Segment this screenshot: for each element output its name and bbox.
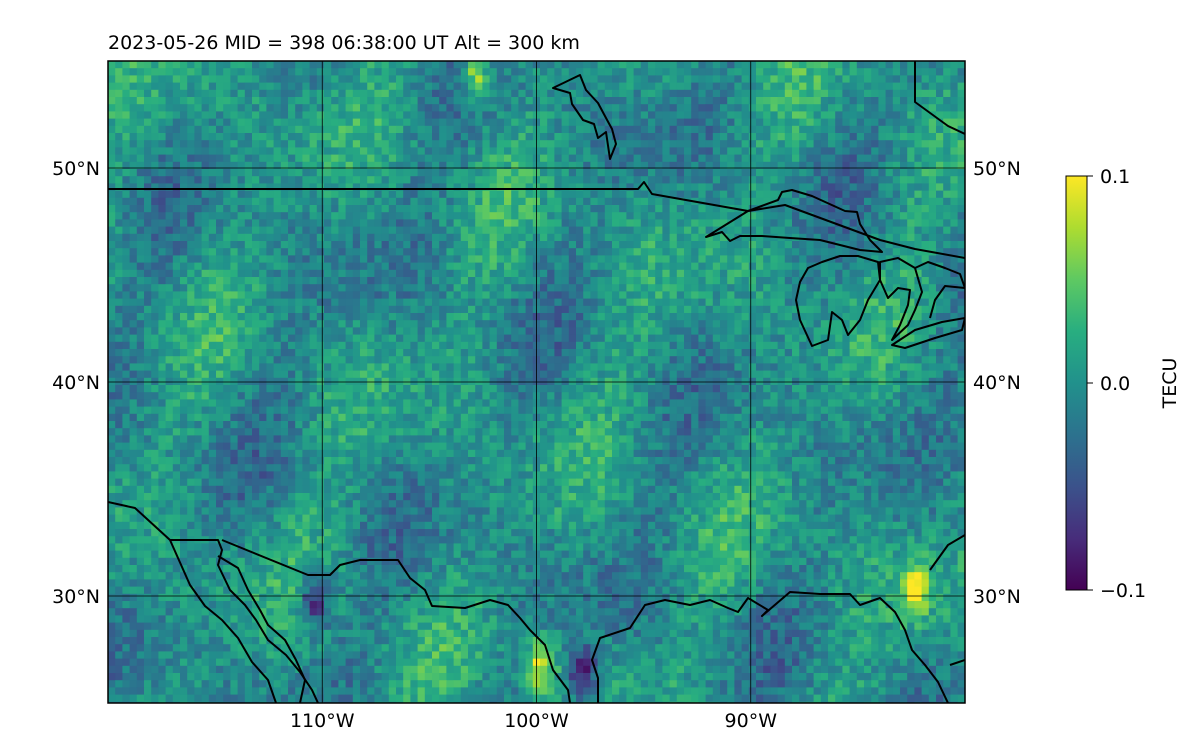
us-mexico-border	[221, 539, 571, 703]
lat-tick-label-right: 40°N	[973, 372, 1021, 394]
gulf-coast-texas	[591, 591, 949, 703]
colorbar-tick-label: 0.1	[1100, 166, 1130, 188]
lake-michigan	[795, 255, 881, 347]
hudson-bay-coast	[914, 61, 965, 135]
map-area	[108, 61, 965, 703]
colorbar: 0.1 0.0 −0.1 TECU	[1065, 166, 1181, 602]
lon-tick-label: 100°W	[504, 710, 569, 732]
colorbar-tick-label: −0.1	[1100, 580, 1146, 602]
lat-tick-label-left: 50°N	[52, 158, 100, 180]
colorbar-label: TECU	[1159, 358, 1181, 410]
florida-coast	[929, 534, 965, 571]
lon-tick-label: 110°W	[290, 710, 355, 732]
ontario-coast	[914, 261, 965, 319]
colorbar-ticks: 0.1 0.0 −0.1	[1087, 166, 1146, 602]
lake-outline-north	[552, 74, 617, 160]
lake-erie-ontario	[891, 317, 965, 349]
coastlines	[108, 61, 965, 703]
map-frame	[107, 60, 966, 704]
lake-huron	[879, 257, 923, 341]
lat-tick-label-right: 50°N	[973, 158, 1021, 180]
map-gridlines	[108, 61, 965, 703]
lat-tick-label-right: 30°N	[973, 586, 1021, 608]
lat-tick-label-left: 30°N	[52, 586, 100, 608]
baja-inner-coast	[217, 555, 306, 703]
lon-tick-label: 90°W	[725, 710, 778, 732]
colorbar-gradient	[1065, 175, 1088, 591]
lake-superior	[705, 189, 883, 253]
axis-ticks: 110°W 100°W 90°W 50°N 50°N 40°N 40°N 30°N 30°N	[52, 158, 1021, 732]
figure-title: 2023-05-26 MID = 398 06:38:00 UT Alt = 3…	[108, 32, 580, 54]
tec-heatmap	[108, 61, 965, 703]
colorbar-tick-label: 0.0	[1100, 373, 1130, 395]
baja-coast	[108, 501, 277, 703]
mexico-east-coast	[949, 659, 965, 666]
lat-tick-label-left: 40°N	[52, 372, 100, 394]
